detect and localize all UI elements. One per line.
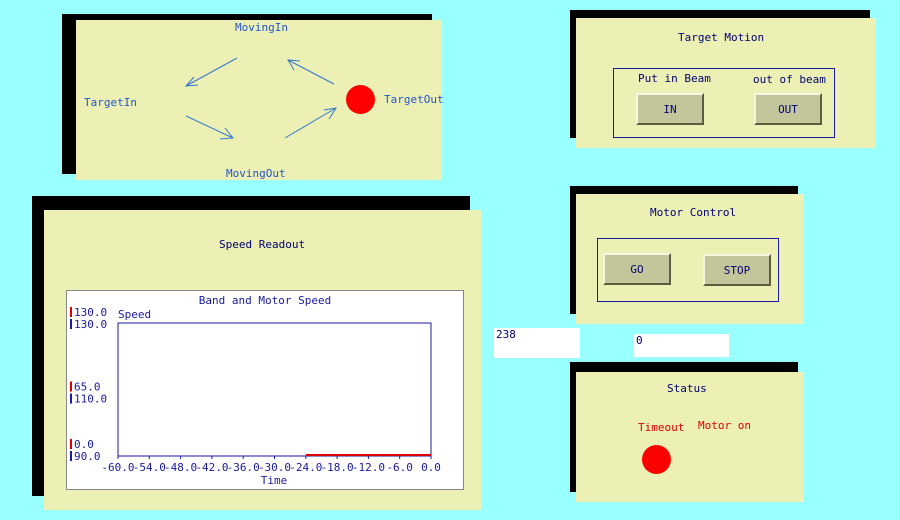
motor-on-label: Motor on	[698, 419, 751, 432]
arrow-targetin-to-movingout	[185, 115, 234, 139]
target-motion-title: Target Motion	[678, 31, 765, 44]
target-motion-frame	[613, 68, 835, 138]
x-tick-label: -6.0	[386, 461, 413, 474]
out-of-beam-label: out of beam	[753, 73, 826, 86]
speed-readout-title: Speed Readout	[219, 238, 306, 251]
in-button[interactable]: IN	[636, 93, 704, 125]
y-tick-label: 110.0	[74, 393, 107, 406]
target-motion-panel: Target Motion Put in Beam out of beam IN…	[576, 18, 876, 148]
x-tick-label: -24.0	[289, 461, 322, 474]
arrow-movingin-to-targetin	[185, 57, 238, 87]
target-state-panel: MovingIn TargetIn MovingOut TargetOut	[76, 20, 444, 180]
out-button[interactable]: OUT	[754, 93, 822, 125]
plot-area	[117, 322, 432, 457]
put-in-beam-label: Put in Beam	[638, 72, 711, 85]
speed-chart: Band and Motor Speed Speed Time -60.0 -54…	[66, 290, 464, 490]
x-tick-label: -18.0	[321, 461, 354, 474]
state-target-out: TargetOut	[384, 93, 444, 106]
state-moving-out: MovingOut	[226, 167, 286, 180]
target-out-indicator	[346, 85, 375, 114]
status-panel: Status Timeout Motor on	[576, 372, 804, 502]
motor-control-panel: Motor Control GO STOP	[576, 194, 804, 324]
chart-xlabel: Time	[261, 474, 288, 487]
x-tick-label: 0.0	[421, 461, 441, 474]
x-tick-label: -36.0	[227, 461, 260, 474]
y-tick-label: 0.0	[74, 438, 94, 451]
motor-control-frame	[597, 238, 779, 302]
state-moving-in: MovingIn	[235, 21, 288, 34]
stop-button[interactable]: STOP	[703, 254, 771, 286]
timeout-indicator	[642, 445, 671, 474]
chart-title: Band and Motor Speed	[199, 294, 331, 307]
state-arrows	[184, 57, 338, 140]
arrow-movingout-to-targetout	[284, 107, 337, 139]
speed-chart-svg: Band and Motor Speed Speed Time -60.0-54…	[70, 294, 441, 487]
readout-right-field: 0	[634, 334, 729, 357]
x-tick-label: -42.0	[195, 461, 228, 474]
chart-ylabel: Speed	[118, 308, 151, 321]
y-tick-label: 65.0	[74, 381, 101, 394]
x-tick-label: -30.0	[258, 461, 291, 474]
timeout-label: Timeout	[638, 421, 685, 434]
y-tick-label: 130.0	[74, 318, 107, 331]
x-tick-label: -54.0	[133, 461, 166, 474]
status-title: Status	[667, 382, 707, 395]
go-button[interactable]: GO	[603, 253, 671, 285]
arrow-targetout-to-movingin	[287, 59, 335, 85]
x-tick-label: -48.0	[164, 461, 197, 474]
y-tick-label: 90.0	[74, 450, 101, 463]
x-tick-label: -12.0	[352, 461, 385, 474]
state-target-in: TargetIn	[84, 96, 137, 109]
motor-control-title: Motor Control	[650, 206, 737, 219]
readout-left-field: 238	[494, 328, 580, 358]
x-tick-label: -60.0	[101, 461, 134, 474]
y-tick-label: 130.0	[74, 306, 107, 319]
